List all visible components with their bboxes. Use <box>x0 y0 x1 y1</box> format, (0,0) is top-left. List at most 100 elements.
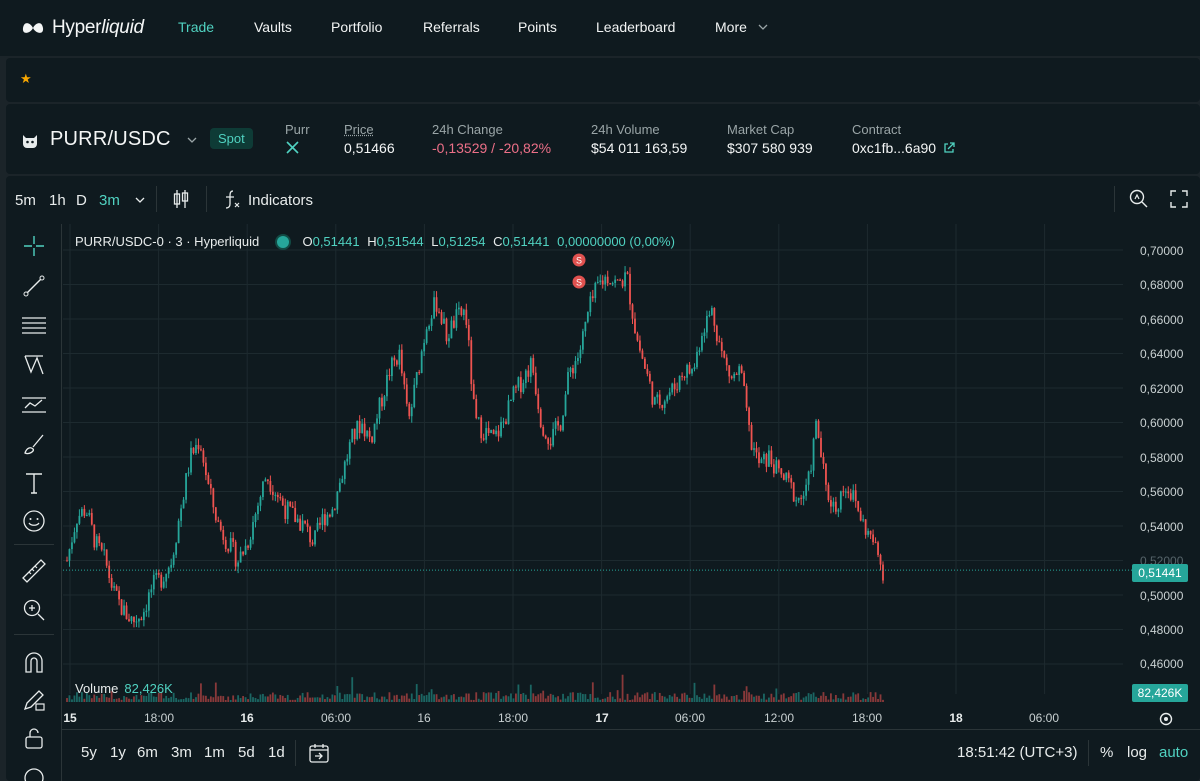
fib-tool[interactable] <box>20 312 48 340</box>
visibility-tool[interactable] <box>20 760 48 781</box>
volume-bar <box>604 698 607 702</box>
volume-bar <box>542 690 545 702</box>
volume-bar <box>648 699 651 702</box>
range-6m[interactable]: 6m <box>137 744 158 761</box>
candle-body <box>348 442 351 459</box>
x-tick: 06:00 <box>674 711 706 725</box>
candle-body <box>331 509 334 517</box>
percent-toggle[interactable]: % <box>1100 744 1114 761</box>
candle-body <box>544 435 547 439</box>
volume-bar <box>510 693 512 702</box>
nav-referrals[interactable]: Referrals <box>423 19 480 35</box>
nav-points[interactable]: Points <box>518 19 557 35</box>
candle-body <box>676 389 679 391</box>
pair-name[interactable]: PURR/USDC <box>50 128 171 150</box>
candle-body <box>386 374 388 397</box>
nav-leaderboard[interactable]: Leaderboard <box>596 19 676 35</box>
indicators-icon[interactable] <box>222 188 242 210</box>
candle-body <box>78 515 81 524</box>
volume-bar <box>666 698 669 702</box>
lock-drawing-tool[interactable] <box>20 686 48 714</box>
interval-1h[interactable]: 1h <box>49 192 66 209</box>
lock-tool[interactable] <box>20 724 48 752</box>
measure-tool[interactable] <box>20 557 48 585</box>
volume-bar <box>348 694 351 702</box>
chart-settings-icon[interactable] <box>1157 710 1175 728</box>
goto-date-icon[interactable] <box>308 742 330 764</box>
volume-bar <box>839 698 842 702</box>
nav-trade[interactable]: Trade <box>178 19 215 35</box>
emoji-tool[interactable] <box>20 507 48 535</box>
indicators-button[interactable]: Indicators <box>248 192 314 209</box>
volume-bar <box>748 692 750 702</box>
contract-value[interactable]: 0xc1fb...6a90 <box>852 140 937 156</box>
sell-marker[interactable] <box>572 253 586 267</box>
external-link-icon[interactable] <box>943 142 955 154</box>
screenshot-search-icon[interactable] <box>1128 188 1150 210</box>
candle-body <box>353 428 356 440</box>
volume-bar <box>448 699 450 702</box>
volume-bar <box>567 696 569 702</box>
log-toggle[interactable]: log <box>1127 744 1148 761</box>
candle-body <box>418 372 421 374</box>
candle-body <box>247 545 249 548</box>
volume-bar <box>864 699 867 702</box>
pattern-tool[interactable] <box>20 351 48 379</box>
interval-d[interactable]: D <box>76 192 87 209</box>
candle-body <box>606 276 609 284</box>
trendline-tool[interactable] <box>20 272 48 300</box>
star-icon[interactable]: ★ <box>20 71 32 86</box>
range-3m[interactable]: 3m <box>171 744 192 761</box>
crosshair-tool[interactable] <box>20 232 48 260</box>
volume-bar <box>609 692 612 702</box>
volume-bar <box>187 698 190 702</box>
range-5d[interactable]: 5d <box>238 744 255 761</box>
volume-bar <box>311 697 314 702</box>
clock[interactable]: 18:51:42 (UTC+3) <box>957 744 1078 761</box>
range-1y[interactable]: 1y <box>110 744 126 761</box>
candle-body <box>130 616 133 622</box>
range-1d[interactable]: 1d <box>268 744 285 761</box>
range-5y[interactable]: 5y <box>81 744 97 761</box>
brush-tool[interactable] <box>20 430 48 458</box>
volume-bar <box>770 693 773 702</box>
candle-body <box>524 370 527 384</box>
volume-bar <box>326 697 329 702</box>
price-label: Price <box>344 122 374 137</box>
nav-portfolio[interactable]: Portfolio <box>331 19 383 35</box>
range-1m[interactable]: 1m <box>204 744 225 761</box>
interval-chevron-icon[interactable] <box>134 195 146 205</box>
interval-5m[interactable]: 5m <box>15 192 36 209</box>
price-chart[interactable]: SS <box>63 224 1200 714</box>
candle-body <box>378 397 381 419</box>
candle-body <box>403 373 406 385</box>
interval-3m[interactable]: 3m <box>99 192 120 209</box>
zoom-tool[interactable] <box>20 596 48 624</box>
candle-body <box>438 311 440 313</box>
volume-bar <box>502 696 505 702</box>
candle-type-icon[interactable] <box>172 188 190 210</box>
volume-bar <box>110 691 113 702</box>
candle-body <box>745 385 748 408</box>
volume-bar <box>629 699 631 702</box>
volume-bar <box>830 693 832 702</box>
candle-body <box>512 386 515 401</box>
volume-bar <box>150 692 153 702</box>
volume-bar <box>795 693 798 702</box>
logo[interactable]: Hyperliquid <box>22 17 178 39</box>
magnet-tool[interactable] <box>20 648 48 676</box>
x-twitter-icon[interactable] <box>286 141 299 154</box>
prediction-tool[interactable] <box>20 391 48 419</box>
candle-body <box>522 383 525 393</box>
nav-vaults[interactable]: Vaults <box>254 19 292 35</box>
auto-toggle[interactable]: auto <box>1159 744 1189 761</box>
sell-marker[interactable] <box>572 275 586 289</box>
pair-chevron-down-icon[interactable] <box>186 135 198 145</box>
text-tool[interactable] <box>20 469 48 497</box>
unlock-icon <box>25 728 43 749</box>
volume-bar <box>772 697 775 702</box>
volume-bar <box>254 697 257 702</box>
candle-body <box>614 279 617 284</box>
nav-more[interactable]: More <box>715 19 747 35</box>
fullscreen-icon[interactable] <box>1170 190 1188 208</box>
